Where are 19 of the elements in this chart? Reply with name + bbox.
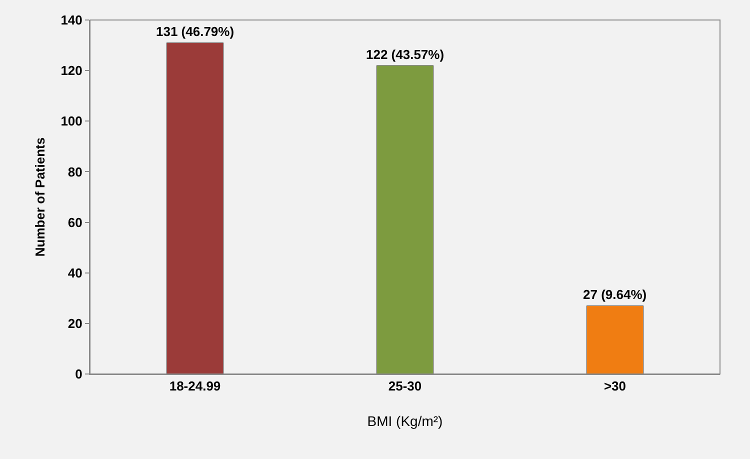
data-label: 122 (43.57%) [366, 47, 444, 62]
data-label: 27 (9.64%) [583, 287, 647, 302]
bar [376, 65, 434, 374]
data-label: 131 (46.79%) [156, 24, 234, 39]
bar [586, 305, 644, 374]
x-tick-label: >30 [604, 378, 626, 394]
y-tick-label: 0 [75, 366, 82, 382]
y-tick-label: 120 [60, 63, 82, 78]
y-tick-label: 60 [68, 214, 82, 230]
bar [166, 42, 224, 374]
x-tick-label: 25-30 [388, 378, 422, 394]
y-tick-label: 80 [68, 164, 82, 180]
y-tick-label: 20 [68, 316, 82, 331]
y-tick-label: 140 [60, 12, 82, 28]
x-axis-title: BMI (Kg/m²) [367, 413, 443, 429]
y-tick-label: 100 [60, 114, 82, 129]
y-axis-title: Number of Patients [32, 137, 48, 257]
x-tick-label: 18-24.99 [169, 378, 221, 394]
y-tick-label: 40 [68, 265, 82, 280]
